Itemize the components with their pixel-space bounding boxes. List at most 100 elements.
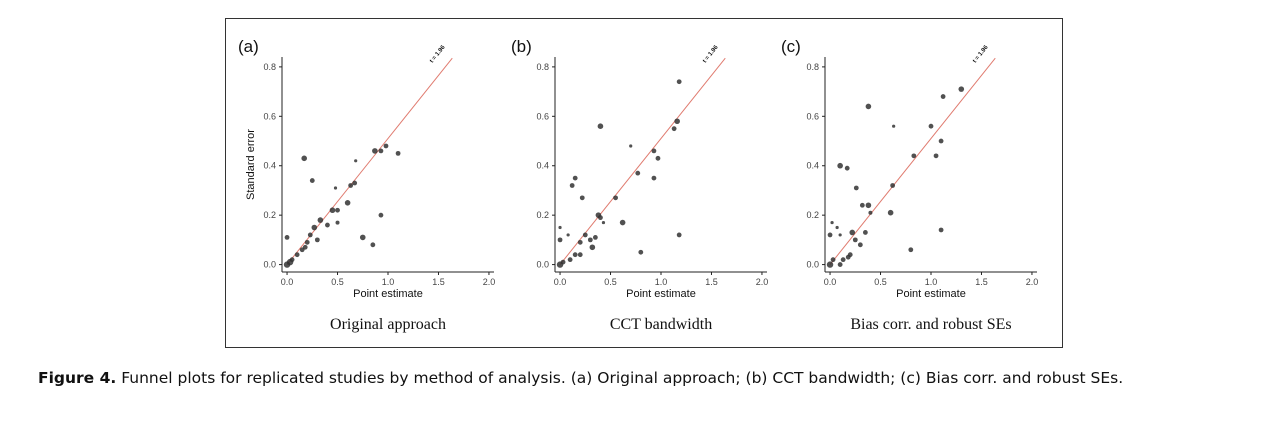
data-point [284, 235, 290, 240]
data-point [325, 222, 330, 228]
data-point [865, 202, 872, 209]
data-point [837, 262, 843, 267]
data-point [587, 237, 593, 243]
data-point [577, 239, 583, 245]
panel-subtitle: Original approach [330, 316, 446, 333]
data-point [619, 219, 626, 226]
data-point [857, 242, 863, 248]
data-point [938, 138, 944, 144]
data-point [651, 175, 657, 181]
data-point [613, 195, 618, 201]
data-point [352, 180, 358, 186]
data-point [557, 237, 563, 243]
x-tick-label: 2.0 [483, 277, 496, 287]
y-tick-label: 0.0 [263, 260, 276, 270]
data-point [572, 252, 578, 258]
data-point [572, 175, 578, 181]
x-tick-label: 1.5 [975, 277, 988, 287]
data-point [304, 239, 310, 245]
data-point [354, 159, 358, 163]
y-tick-label: 0.2 [536, 210, 549, 220]
data-point [847, 252, 853, 258]
data-point [892, 124, 896, 128]
caption-label: Figure 4. [38, 369, 117, 387]
data-point [372, 148, 378, 154]
data-point [301, 155, 308, 162]
data-point [579, 195, 585, 201]
data-point [383, 143, 389, 149]
data-point [849, 229, 856, 236]
data-point [395, 150, 401, 156]
data-point [830, 257, 836, 263]
data-point [862, 230, 868, 235]
y-tick-label: 0.4 [536, 161, 549, 171]
reference-line-label: t = 1.96 [972, 44, 990, 64]
data-point [840, 257, 846, 263]
y-tick-label: 0.6 [263, 111, 276, 121]
data-point [558, 225, 562, 230]
data-point [671, 126, 677, 132]
data-point [317, 217, 324, 223]
data-point [638, 249, 644, 255]
y-tick-label: 0.0 [806, 260, 819, 270]
panel-label: (b) [511, 37, 532, 56]
reference-line-label: t = 1.96 [429, 44, 447, 64]
data-point [329, 207, 336, 214]
data-point [835, 225, 839, 230]
data-point [378, 212, 384, 218]
data-point [651, 148, 657, 154]
x-tick-label: 1.5 [432, 277, 445, 287]
data-point [826, 261, 834, 268]
data-point [887, 209, 894, 216]
reference-line [559, 57, 726, 265]
data-point [333, 186, 338, 190]
x-tick-label: 1.0 [382, 277, 395, 287]
data-point [311, 224, 318, 231]
x-tick-label: 0.5 [331, 277, 344, 287]
x-tick-label: 0.5 [874, 277, 887, 287]
data-point [307, 232, 313, 238]
data-point [359, 234, 366, 241]
reference-line [829, 57, 996, 265]
data-point [294, 252, 300, 258]
panel-subtitle: Bias corr. and robust SEs [850, 316, 1011, 333]
x-axis-title: Point estimate [353, 288, 423, 300]
data-point [676, 232, 682, 238]
data-point [676, 79, 682, 85]
reference-line-label: t = 1.96 [702, 44, 720, 64]
data-point [958, 86, 965, 92]
data-point [859, 202, 865, 208]
data-point [938, 227, 944, 233]
data-point [844, 165, 850, 171]
data-point [933, 153, 939, 159]
data-point [838, 233, 842, 237]
data-point [569, 183, 575, 188]
data-point [852, 237, 858, 243]
data-point [865, 103, 872, 110]
data-point [890, 183, 896, 188]
data-point [868, 210, 873, 215]
x-tick-label: 2.0 [1026, 277, 1039, 287]
y-tick-label: 0.6 [536, 111, 549, 121]
x-axis-title: Point estimate [896, 288, 966, 300]
y-tick-label: 0.6 [806, 111, 819, 121]
data-point [370, 242, 376, 248]
y-axis-title: Standard error [245, 129, 257, 200]
x-axis-title: Point estimate [626, 288, 696, 300]
x-tick-label: 1.0 [925, 277, 938, 287]
data-point [344, 200, 351, 206]
y-tick-label: 0.8 [806, 62, 819, 72]
panel-label: (a) [238, 37, 259, 56]
data-point [289, 257, 295, 263]
data-point [582, 232, 588, 238]
y-tick-label: 0.4 [263, 161, 276, 171]
data-point [567, 257, 573, 263]
data-point [908, 247, 914, 253]
data-point [827, 232, 833, 238]
data-point [314, 237, 320, 243]
data-point [592, 235, 598, 240]
x-tick-label: 0.0 [554, 277, 567, 287]
data-point [635, 170, 641, 176]
y-tick-label: 0.4 [806, 161, 819, 171]
data-point [940, 94, 946, 99]
